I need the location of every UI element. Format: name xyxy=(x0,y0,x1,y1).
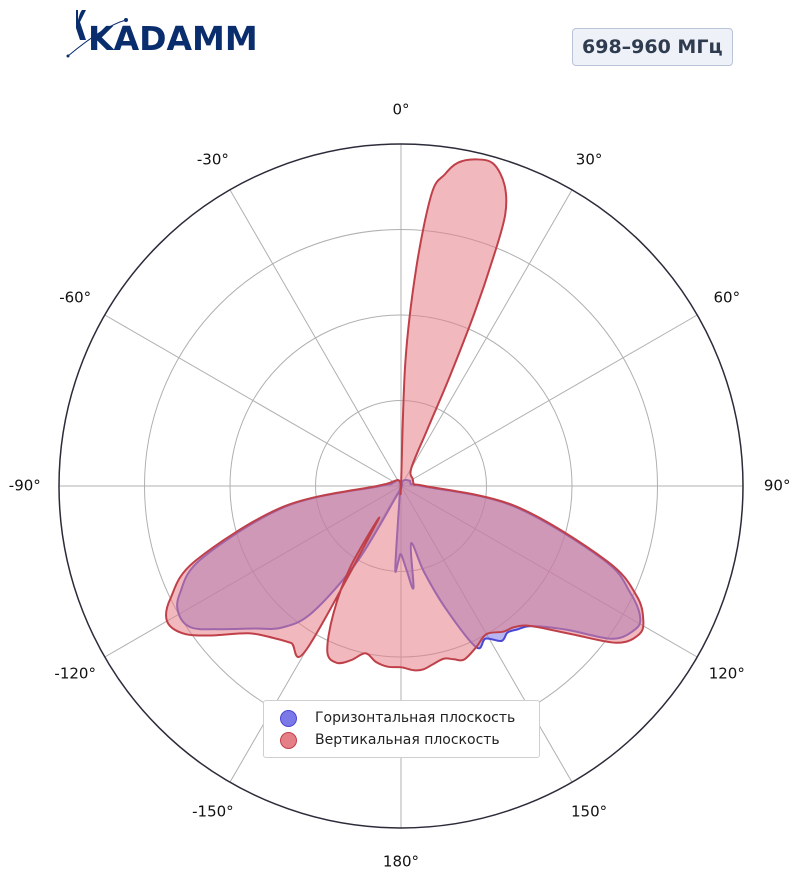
series-vertical-plane xyxy=(164,158,645,672)
brand-logo xyxy=(64,6,264,62)
legend-item-vertical: Вертикальная плоскость xyxy=(280,729,500,751)
frequency-badge: 698–960 МГц xyxy=(572,28,733,66)
angle-tick-label: -30° xyxy=(197,151,229,169)
angle-tick-label: 180° xyxy=(383,853,419,871)
legend-marker-horizontal xyxy=(280,709,297,727)
grid-spoke xyxy=(104,314,402,487)
logo-text: KADAMM xyxy=(88,19,258,58)
angle-tick-label: 90° xyxy=(764,477,791,495)
series-layer xyxy=(164,158,645,672)
angle-tick-labels: 0° 30° 60° 90° 120° 150° 180° -150° -120° -90° -60… xyxy=(9,100,791,870)
angle-tick-label: 60° xyxy=(714,288,741,306)
outer-ring xyxy=(58,143,744,829)
grid-spoke xyxy=(400,189,573,487)
angle-tick-label: -150° xyxy=(192,802,234,820)
grid-spoke xyxy=(400,314,698,487)
angle-tick-label: -60° xyxy=(59,288,91,306)
chart-legend: Горизонтальная плоскость Вертикальная пл… xyxy=(263,700,540,758)
legend-label-vertical: Вертикальная плоскость xyxy=(315,732,500,748)
angle-tick-label: -90° xyxy=(9,477,41,495)
angle-tick-label: 120° xyxy=(709,665,745,683)
angle-tick-label: -120° xyxy=(54,665,96,683)
angle-tick-label: 30° xyxy=(576,151,603,169)
grid-spoke xyxy=(229,189,402,487)
legend-item-horizontal: Горизонтальная плоскость xyxy=(280,707,515,729)
angle-tick-label: 0° xyxy=(392,100,409,118)
legend-marker-vertical xyxy=(280,731,297,749)
legend-label-horizontal: Горизонтальная плоскость xyxy=(315,710,516,726)
angle-tick-label: 150° xyxy=(571,802,607,820)
logo-swoosh-icon xyxy=(66,10,128,58)
